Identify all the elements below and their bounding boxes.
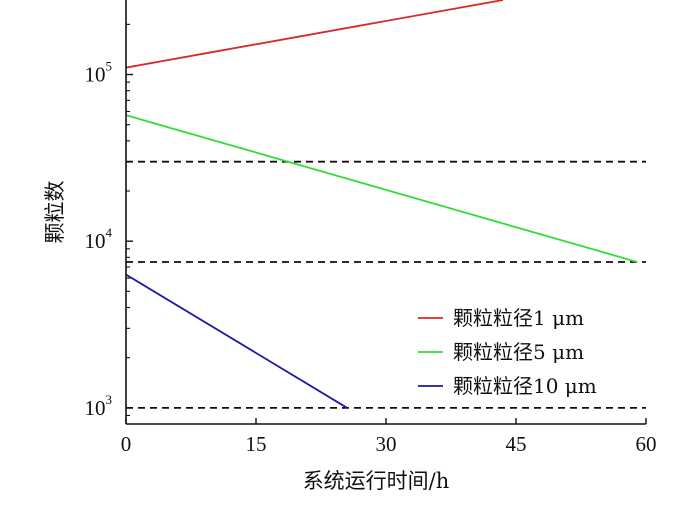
series-line-2 [125, 114, 638, 263]
y-tick-label: 103 [85, 392, 113, 420]
series-line-3 [125, 273, 348, 409]
legend-label-1: 颗粒粒径1 μm [453, 306, 584, 330]
y-tick-label: 105 [85, 59, 113, 87]
x-tick-label: 0 [121, 432, 132, 456]
x-tick-label: 15 [246, 432, 267, 456]
legend-label-2: 颗粒粒径5 μm [453, 340, 584, 364]
x-axis-title: 系统运行时间/h [303, 469, 450, 493]
x-tick-label: 30 [376, 432, 397, 456]
legend-label-3: 颗粒粒径10 μm [453, 374, 597, 398]
axes: 0 15 30 45 60 103 104 105 系统运行时间/h 颗粒数 [43, 0, 657, 493]
y-tick-label: 104 [85, 225, 113, 253]
x-tick-label: 45 [506, 432, 527, 456]
legend: 颗粒粒径1 μm 颗粒粒径5 μm 颗粒粒径10 μm [418, 306, 597, 398]
y-axis-title: 颗粒数 [43, 181, 67, 244]
series-lines [125, 0, 638, 409]
reference-lines [126, 160, 646, 409]
x-tick-label: 60 [636, 432, 657, 456]
series-line-1 [125, 0, 504, 69]
